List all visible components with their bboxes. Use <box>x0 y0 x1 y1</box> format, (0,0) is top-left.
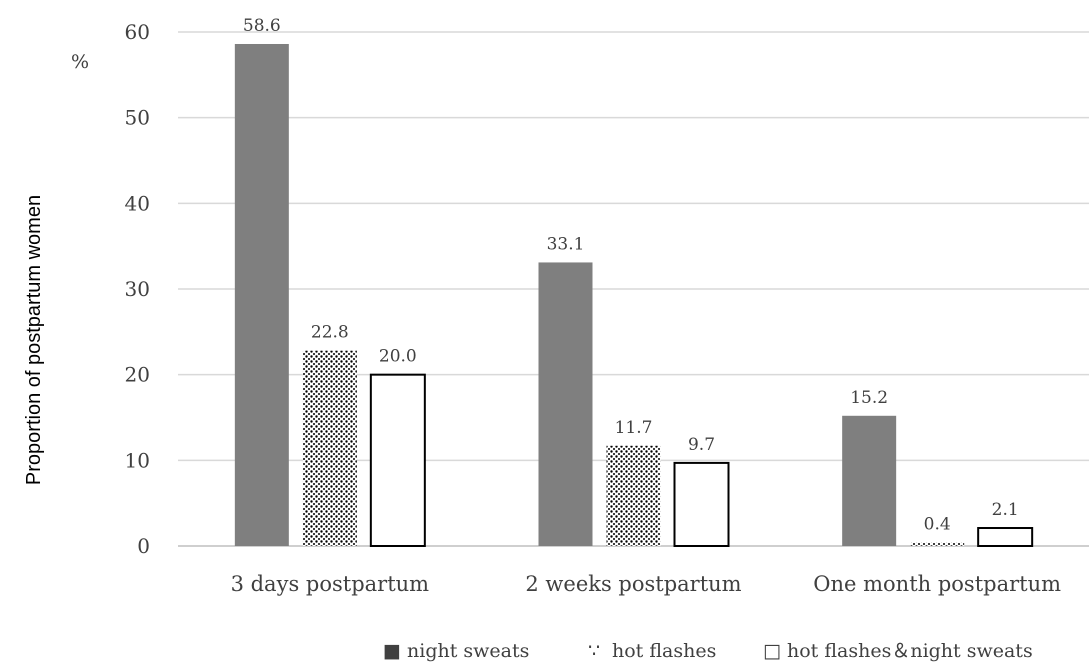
legend-marker-dots: ∵ <box>588 640 600 662</box>
data-label: 11.7 <box>615 418 653 438</box>
bar-outline-0 <box>369 373 426 547</box>
legend-marker-outline: □ <box>763 640 781 662</box>
y-tick-label: 40 <box>125 191 150 215</box>
y-tick-label: 50 <box>125 106 150 130</box>
legend-entry: night sweats <box>407 640 529 662</box>
category-labels: 3 days postpartum 2 weeks postpartum One m… <box>231 572 1062 596</box>
data-label: 15.2 <box>850 388 888 408</box>
data-labels: 58.6 22.8 20.0 33.1 11.7 9.7 15.2 0.4 2.1 <box>243 16 1019 535</box>
data-label: 9.7 <box>688 435 715 455</box>
category-label: One month postpartum <box>813 572 1061 596</box>
y-axis-label: Proportion of postpartum women <box>23 195 45 485</box>
y-tick-label: 60 <box>125 20 150 44</box>
data-label: 33.1 <box>547 234 585 254</box>
bar-outline-1 <box>673 461 730 547</box>
data-label: 22.8 <box>311 323 349 343</box>
data-label: 0.4 <box>924 515 951 535</box>
y-tick-label: 10 <box>125 448 150 472</box>
data-label: 2.1 <box>992 500 1019 520</box>
bar-dots-0 <box>302 350 357 546</box>
bar-dots-2 <box>910 542 965 546</box>
legend-entry: hot flashes＆night sweats <box>787 640 1033 662</box>
legend: ■ night sweats ∵ hot flashes □ hot flashes＆ni… <box>383 640 1033 662</box>
bar-outline-2 <box>977 527 1034 548</box>
legend-entry: hot flashes <box>612 640 716 662</box>
bars <box>234 43 1034 548</box>
bar-solid-0 <box>234 43 289 546</box>
bar-dots-1 <box>606 445 661 546</box>
bar-solid-1 <box>538 262 593 546</box>
y-tick-label: 20 <box>125 363 150 387</box>
bar-solid-2 <box>842 415 897 546</box>
category-label: 2 weeks postpartum <box>525 572 741 596</box>
data-label: 20.0 <box>379 347 417 367</box>
data-label: 58.6 <box>243 16 281 36</box>
y-tick-label: 30 <box>125 277 150 301</box>
y-tick-label: 0 <box>137 534 150 558</box>
legend-marker-solid: ■ <box>383 640 401 662</box>
category-label: 3 days postpartum <box>231 572 430 596</box>
y-tick-labels: 0 10 20 30 40 50 60 <box>125 20 150 558</box>
y-unit-label: % <box>71 51 89 73</box>
